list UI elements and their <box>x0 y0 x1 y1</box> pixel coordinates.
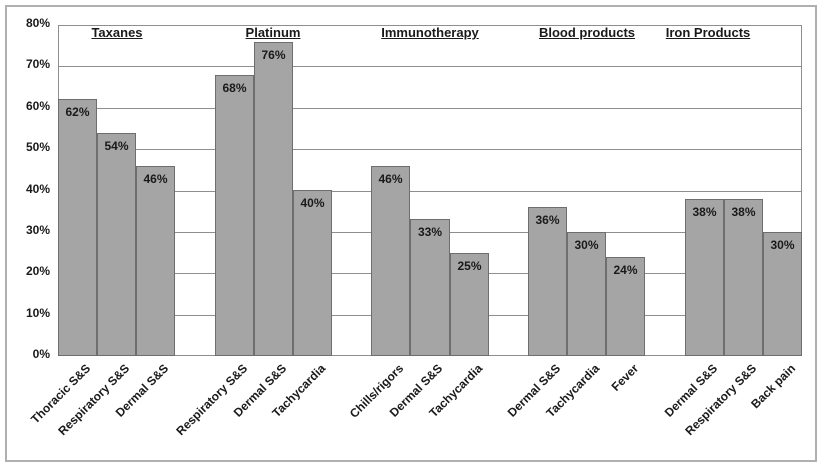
bar <box>724 199 763 356</box>
group-header: Immunotherapy <box>381 25 479 40</box>
bar <box>450 253 489 356</box>
bar-value-label: 62% <box>65 105 90 119</box>
bar-value-label: 30% <box>770 238 795 252</box>
group-header: Platinum <box>245 25 301 40</box>
bar <box>567 232 606 356</box>
bar-value-label: 25% <box>457 259 482 273</box>
bar <box>763 232 802 356</box>
bar-value-label: 38% <box>692 205 717 219</box>
bar-value-label: 46% <box>378 172 403 186</box>
y-tick-label: 70% <box>25 57 50 71</box>
bar-value-label: 40% <box>300 196 325 210</box>
gridline <box>58 108 802 109</box>
gridline <box>58 66 802 67</box>
y-tick-label: 0% <box>32 347 50 361</box>
gridline <box>58 191 802 192</box>
y-tick-label: 60% <box>25 99 50 113</box>
y-tick-label: 50% <box>25 140 50 154</box>
bar-value-label: 46% <box>143 172 168 186</box>
bar <box>528 207 567 356</box>
gridline <box>58 149 802 150</box>
bar-value-label: 24% <box>613 263 638 277</box>
bar <box>293 190 332 356</box>
bar <box>58 99 97 356</box>
bar-value-label: 30% <box>574 238 599 252</box>
bar-value-label: 76% <box>261 48 286 62</box>
y-tick-label: 80% <box>25 16 50 30</box>
bar-value-label: 36% <box>535 213 560 227</box>
bar <box>254 42 293 356</box>
y-tick-label: 20% <box>25 264 50 278</box>
bar <box>371 166 410 356</box>
bar <box>410 219 450 356</box>
bar <box>136 166 175 356</box>
bar <box>685 199 724 356</box>
bar <box>215 75 254 356</box>
bar-value-label: 33% <box>417 225 443 239</box>
group-header: Iron Products <box>665 25 751 40</box>
bar <box>606 257 645 356</box>
group-header: Blood products <box>538 25 636 40</box>
bar <box>97 133 136 356</box>
bar-value-label: 38% <box>731 205 756 219</box>
y-tick-label: 30% <box>25 223 50 237</box>
y-tick-label: 10% <box>25 306 50 320</box>
group-header: Taxanes <box>91 25 143 40</box>
y-tick-label: 40% <box>25 182 50 196</box>
bar-value-label: 68% <box>222 81 247 95</box>
bar-value-label: 54% <box>104 139 129 153</box>
